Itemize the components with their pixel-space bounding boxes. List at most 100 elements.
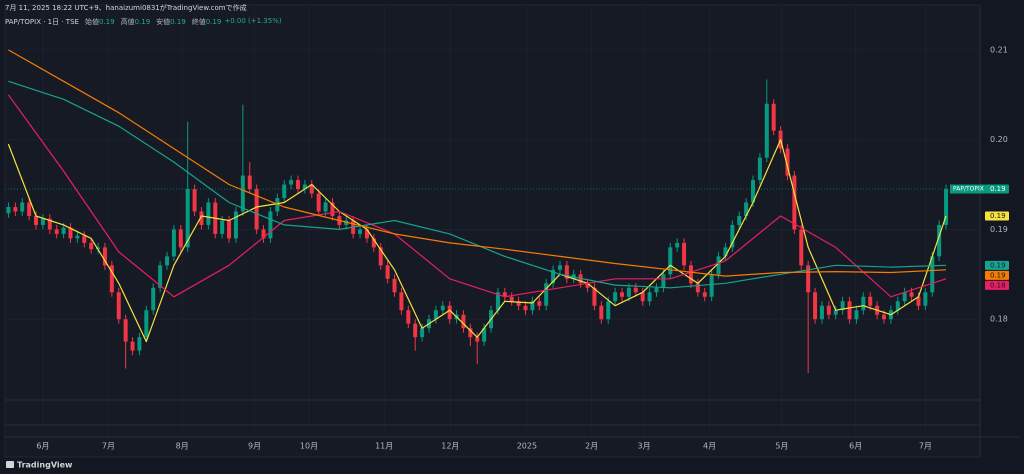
badge-bg bbox=[985, 260, 1009, 270]
candle-body bbox=[392, 278, 397, 293]
candle-body bbox=[447, 305, 452, 320]
candle-body bbox=[592, 287, 597, 306]
candle-body bbox=[633, 287, 638, 293]
candle-body bbox=[516, 301, 521, 306]
badge-label: 0.19 bbox=[990, 261, 1006, 269]
change: +0.00 (+1.35%) bbox=[224, 17, 282, 25]
legend-line: PAP/TOPIX · 1日 · TSE 始値0.19 高値0.19 安値0.19 終… bbox=[5, 17, 282, 27]
candle-body bbox=[695, 283, 700, 293]
candle-body bbox=[854, 310, 859, 320]
candle-body bbox=[923, 292, 928, 306]
x-tick-label: 7月 bbox=[102, 442, 115, 451]
candle-body bbox=[599, 305, 604, 320]
candle-body bbox=[54, 229, 59, 234]
candle-body bbox=[220, 220, 225, 234]
candle-body bbox=[171, 229, 176, 257]
candle-body bbox=[792, 175, 797, 230]
candle-body bbox=[585, 283, 590, 288]
price-badge: 0.19 PAP/TOPIX bbox=[950, 184, 1009, 194]
candle-body bbox=[75, 235, 80, 239]
badge-label: 0.19 bbox=[990, 212, 1006, 220]
candle-body bbox=[730, 224, 735, 248]
candle-body bbox=[833, 310, 838, 315]
candle-body bbox=[819, 305, 824, 320]
candle-body bbox=[771, 103, 776, 131]
candle-body bbox=[806, 265, 811, 293]
candle-body bbox=[261, 229, 266, 239]
candle-body bbox=[930, 256, 935, 293]
candle-body bbox=[909, 292, 914, 297]
candle-body bbox=[13, 206, 18, 212]
candle-body bbox=[606, 301, 611, 320]
logo-icon bbox=[6, 461, 14, 468]
candle-body bbox=[27, 202, 32, 216]
candle-body bbox=[654, 287, 659, 293]
candle-body bbox=[178, 229, 183, 248]
candle-body bbox=[868, 296, 873, 306]
chart-frame bbox=[4, 4, 981, 458]
candle-body bbox=[916, 296, 921, 306]
x-tick-label: 11月 bbox=[375, 442, 393, 451]
tv-logo bbox=[6, 461, 14, 468]
candle-body bbox=[123, 319, 128, 342]
candle-body bbox=[709, 274, 714, 297]
candle-body bbox=[254, 189, 259, 230]
candle-body bbox=[688, 265, 693, 284]
candle-body bbox=[502, 292, 507, 297]
ohlc-label: 高値 bbox=[120, 18, 135, 26]
candle-body bbox=[295, 180, 300, 190]
ohlc-label: 始値 bbox=[84, 18, 99, 26]
candle-body bbox=[840, 301, 845, 311]
candle-body bbox=[233, 211, 238, 239]
x-tick-label: 9月 bbox=[248, 442, 261, 451]
x-tick-label: 2月 bbox=[585, 442, 598, 451]
badge-bg bbox=[985, 270, 1009, 280]
candle-body bbox=[206, 202, 211, 225]
candle-body bbox=[323, 202, 328, 212]
candle-body bbox=[675, 242, 680, 248]
candle-body bbox=[227, 220, 232, 239]
price-badge: 0.19 bbox=[985, 270, 1009, 280]
y-tick-label: 0.21 bbox=[990, 45, 1008, 54]
x-tick-label: 6月 bbox=[849, 442, 862, 451]
candle-body bbox=[661, 274, 666, 288]
ohlc-label: 終値 bbox=[191, 18, 206, 26]
candle-body bbox=[130, 341, 135, 351]
candle-body bbox=[564, 265, 569, 279]
candle-body bbox=[102, 247, 107, 266]
symbol: PAP/TOPIX · 1日 · TSE bbox=[5, 18, 79, 26]
candle-body bbox=[316, 193, 321, 212]
candle-body bbox=[537, 301, 542, 306]
candle-body bbox=[151, 287, 156, 311]
x-tick-label: 10月 bbox=[300, 442, 318, 451]
x-tick-label: 6月 bbox=[36, 442, 49, 451]
candle-body bbox=[40, 218, 45, 225]
x-tick-label: 8月 bbox=[176, 442, 189, 451]
candle-body bbox=[813, 292, 818, 320]
badge-label: 0.19 bbox=[990, 185, 1006, 193]
candle-body bbox=[247, 175, 252, 190]
candle-body bbox=[158, 265, 163, 288]
candle-body bbox=[109, 265, 114, 293]
price-badge: 0.19 bbox=[985, 260, 1009, 270]
candle-body bbox=[47, 218, 52, 230]
ma-line bbox=[7, 139, 947, 343]
candle-body bbox=[895, 301, 900, 311]
candle-body bbox=[881, 314, 886, 320]
candle-body bbox=[799, 229, 804, 266]
candle-body bbox=[192, 189, 197, 212]
candle-body bbox=[640, 292, 645, 302]
badge-bg bbox=[985, 211, 1009, 221]
candle-body bbox=[723, 247, 728, 257]
candle-body bbox=[240, 175, 245, 212]
plot-area bbox=[5, 5, 980, 437]
candle-body bbox=[482, 328, 487, 342]
ohlc-item: 始値0.19 bbox=[85, 17, 115, 27]
ma-line bbox=[7, 94, 947, 298]
candle-body bbox=[420, 328, 425, 338]
candle-body bbox=[647, 292, 652, 302]
candle-body bbox=[523, 305, 528, 311]
candle-body bbox=[461, 314, 466, 329]
candle-body bbox=[378, 247, 383, 266]
